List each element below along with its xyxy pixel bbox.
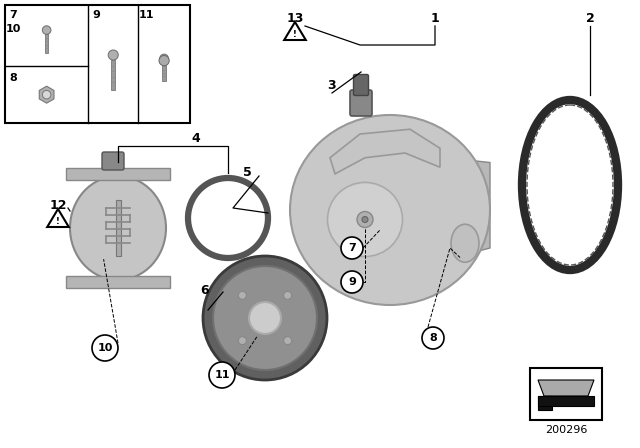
Text: 10: 10 [5,24,20,34]
Text: 3: 3 [328,78,336,91]
Ellipse shape [328,182,403,257]
Circle shape [238,336,246,345]
Text: 4: 4 [191,132,200,145]
Circle shape [213,266,317,370]
Text: 9: 9 [348,277,356,287]
Circle shape [249,302,281,334]
Circle shape [159,56,169,66]
Circle shape [284,291,292,299]
Ellipse shape [70,176,166,280]
Text: 1: 1 [431,12,440,25]
Circle shape [238,291,246,299]
Circle shape [92,335,118,361]
Circle shape [422,327,444,349]
FancyBboxPatch shape [66,276,170,288]
FancyBboxPatch shape [115,200,120,256]
Text: 7: 7 [348,243,356,253]
Circle shape [203,256,327,380]
Text: 13: 13 [286,12,304,25]
Text: 11: 11 [138,10,154,20]
FancyBboxPatch shape [45,34,49,53]
FancyBboxPatch shape [102,152,124,170]
Text: !: ! [56,217,60,226]
Text: 6: 6 [201,284,209,297]
Circle shape [108,50,118,60]
Text: 2: 2 [586,12,595,25]
Text: 11: 11 [214,370,230,380]
Text: 7: 7 [9,10,17,20]
Ellipse shape [192,182,264,254]
Text: 5: 5 [243,165,252,178]
Circle shape [160,54,168,63]
Circle shape [284,336,292,345]
Polygon shape [538,396,552,410]
Circle shape [357,211,373,228]
FancyBboxPatch shape [111,60,115,90]
FancyBboxPatch shape [350,90,372,116]
Polygon shape [330,129,440,174]
Circle shape [341,271,363,293]
Polygon shape [538,396,594,406]
Polygon shape [538,380,594,396]
FancyBboxPatch shape [5,5,190,123]
FancyBboxPatch shape [353,74,369,95]
FancyBboxPatch shape [163,63,166,82]
Circle shape [42,26,51,34]
Polygon shape [39,86,54,103]
Text: !: ! [293,30,297,39]
Text: 9: 9 [92,10,100,20]
Circle shape [42,90,51,99]
Text: 8: 8 [429,333,437,343]
Circle shape [341,237,363,259]
Polygon shape [400,153,490,272]
Ellipse shape [290,115,490,305]
Circle shape [209,362,235,388]
Ellipse shape [451,224,479,262]
Text: 10: 10 [97,343,113,353]
Text: 8: 8 [9,73,17,83]
Circle shape [362,216,368,223]
Text: 200296: 200296 [545,425,587,435]
Text: 12: 12 [49,198,67,211]
FancyBboxPatch shape [530,368,602,420]
FancyBboxPatch shape [66,168,170,180]
